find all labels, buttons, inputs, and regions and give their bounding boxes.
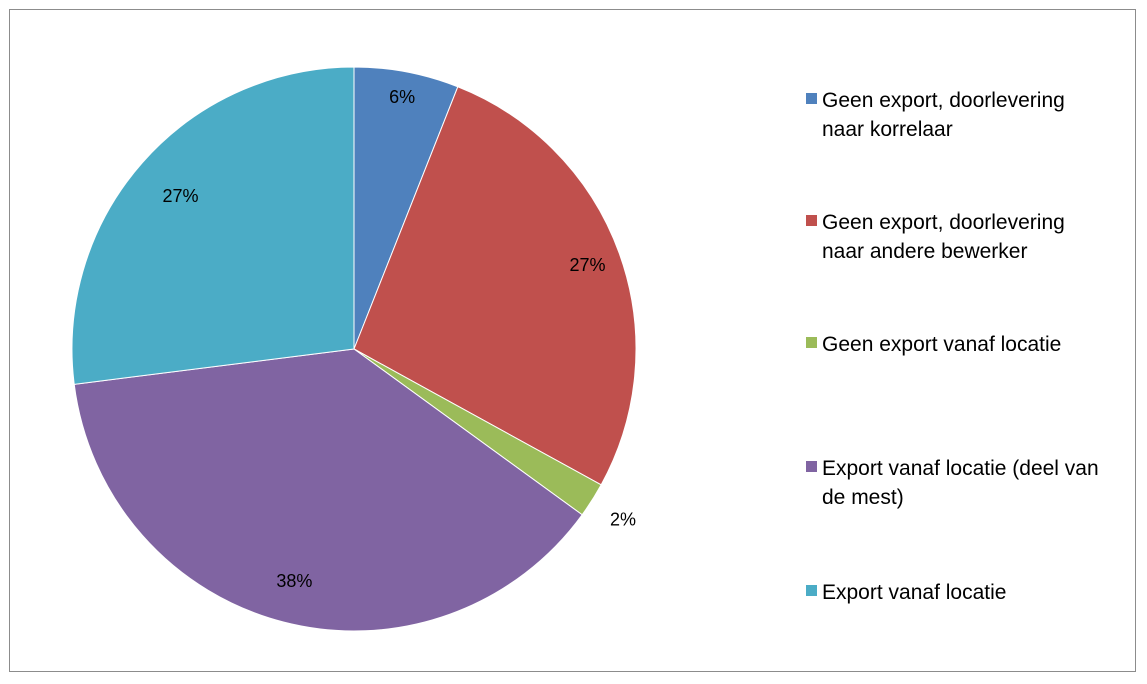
legend-swatch (806, 215, 817, 226)
legend-label: Export vanaf locatie (822, 581, 1007, 604)
slice-data-label: 6% (389, 87, 415, 107)
legend-label: Geen export vanaf locatie (822, 333, 1062, 356)
pie-slice (71, 66, 355, 385)
slice-data-label: 27% (569, 255, 605, 275)
legend-label: Geen export, doorlevering naar korrelaar (822, 89, 1065, 141)
pie-slice (353, 86, 637, 486)
slice-data-label: 27% (163, 186, 199, 206)
legend-swatch (806, 461, 817, 472)
slice-data-label: 2% (610, 510, 636, 530)
slice-data-label: 38% (276, 571, 312, 591)
pie-slice (73, 348, 583, 632)
legend-label: Geen export, doorlevering naar andere be… (822, 211, 1065, 263)
legend-swatch (806, 337, 817, 348)
legend-label: Export vanaf locatie (deel van de mest) (822, 457, 1099, 509)
legend-swatch (806, 585, 817, 596)
legend-swatch (806, 93, 817, 104)
